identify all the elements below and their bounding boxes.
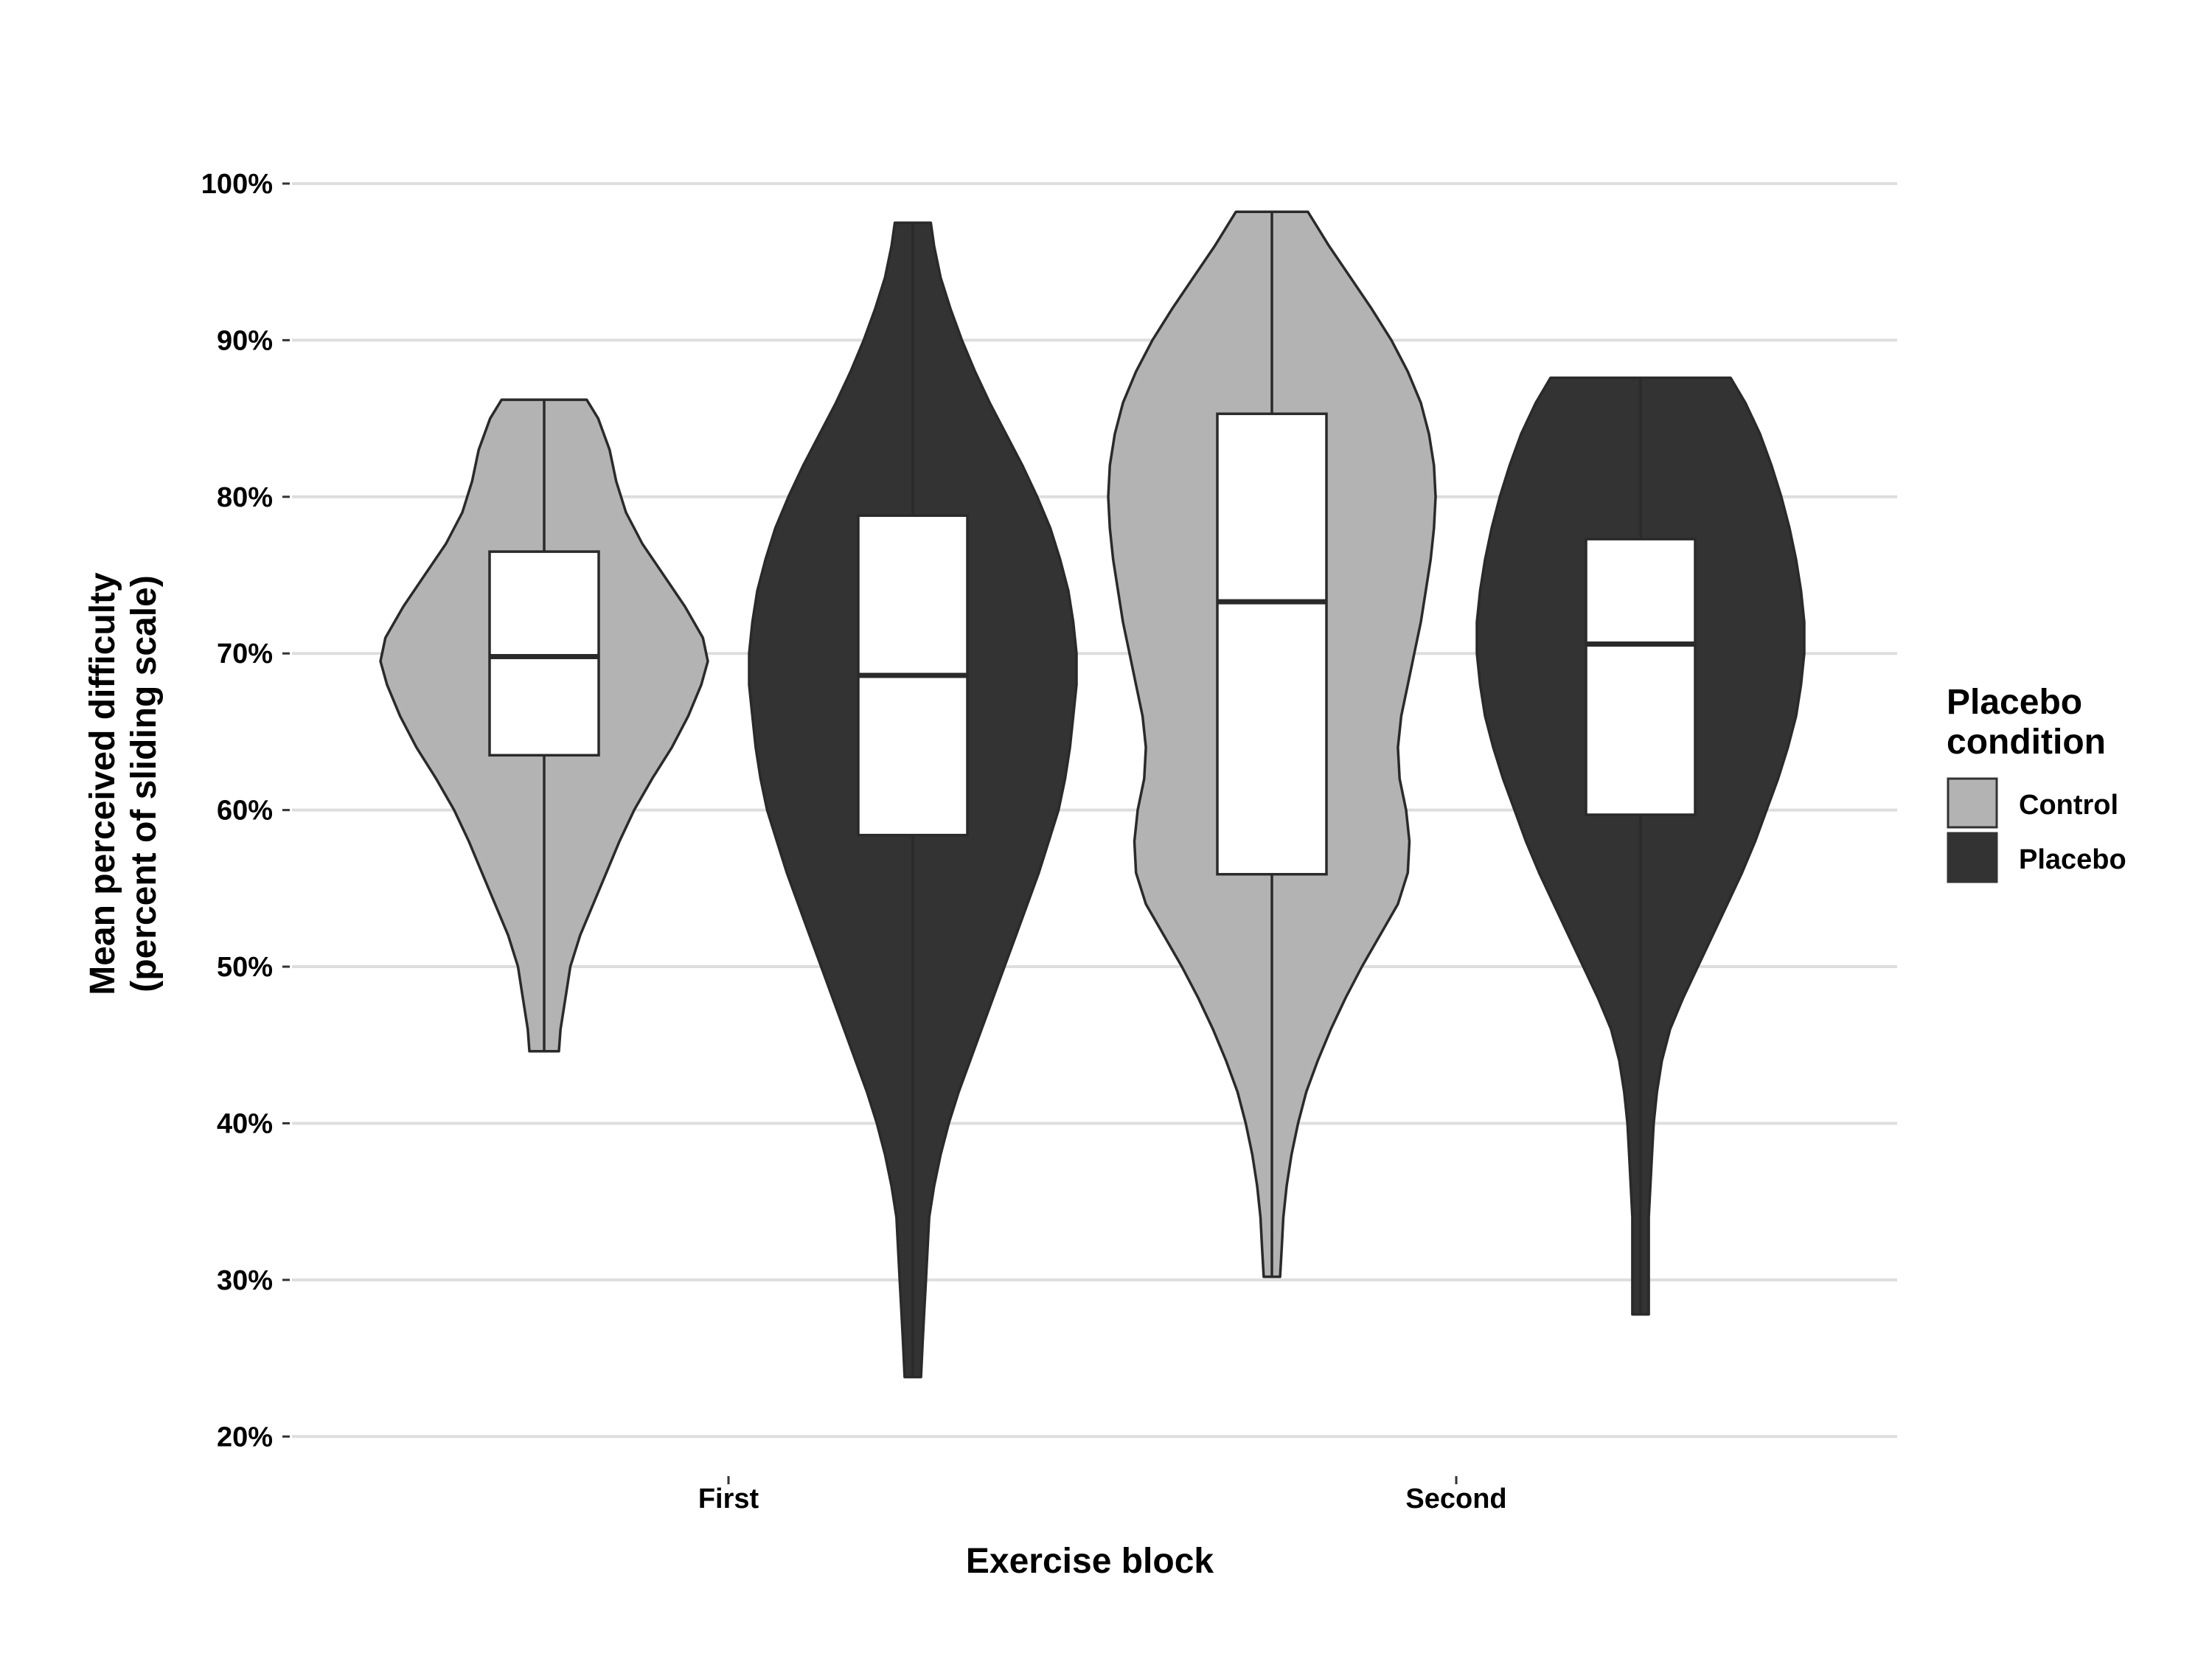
y-tick-label-60: 60% bbox=[217, 796, 273, 827]
y-tick-label-50: 50% bbox=[217, 952, 273, 983]
legend-key-control bbox=[1947, 777, 1998, 829]
x-tick-label-first: First bbox=[698, 1484, 759, 1514]
x-tick-label-second: Second bbox=[1405, 1484, 1506, 1514]
y-tick-label-80: 80% bbox=[217, 482, 273, 513]
violins bbox=[379, 210, 1806, 1379]
box-control-first bbox=[488, 550, 600, 757]
legend: Placebo condition Control Placebo bbox=[1947, 683, 2126, 883]
y-axis-title-line-1: Mean perceived difficulty bbox=[83, 572, 122, 995]
y-axis-title: Mean perceived difficulty (percent of sl… bbox=[83, 572, 164, 995]
x-axis: First Second bbox=[698, 1476, 1507, 1514]
legend-title-line-1: Placebo bbox=[1947, 683, 2082, 722]
box-placebo-second bbox=[1585, 538, 1697, 816]
box-control-second bbox=[1216, 412, 1328, 876]
y-tick-label-100: 100% bbox=[201, 169, 273, 200]
legend-label-placebo: Placebo bbox=[2019, 844, 2126, 875]
y-tick-label-30: 30% bbox=[217, 1265, 273, 1296]
legend-title-line-2: condition bbox=[1947, 723, 2106, 762]
y-axis: 20% 30% 40% 50% 60% 70% 80% 90% 100% bbox=[201, 169, 290, 1453]
y-tick-label-70: 70% bbox=[217, 639, 273, 669]
y-tick-label-90: 90% bbox=[217, 325, 273, 356]
legend-label-control: Control bbox=[2019, 790, 2118, 821]
y-axis-title-line-2: (percent of sliding scale) bbox=[125, 575, 164, 992]
y-tick-label-20: 20% bbox=[217, 1422, 273, 1453]
legend-key-placebo bbox=[1947, 832, 1998, 883]
y-tick-label-40: 40% bbox=[217, 1108, 273, 1139]
x-axis-title: Exercise block bbox=[966, 1542, 1214, 1581]
